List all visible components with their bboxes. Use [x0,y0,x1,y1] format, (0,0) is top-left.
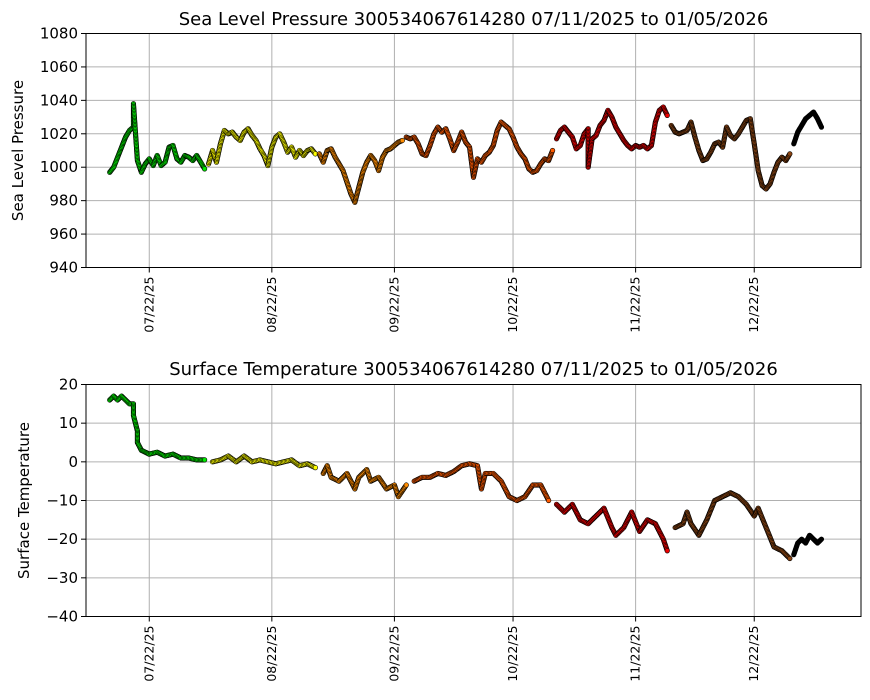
x-tick-label: 09/22/25 [386,277,401,333]
x-tick-label: 11/22/25 [628,277,643,333]
pressure-plot-frame [85,33,862,268]
y-tick-label: 0 [68,453,78,471]
temperature-xticks: 07/22/25 08/22/25 09/22/25 10/22/25 11/22/25… [141,616,761,682]
y-tick-label: 1040 [40,91,78,109]
x-tick-label: 11/22/25 [628,626,643,682]
y-tick-label: 10 [59,414,78,432]
data-point [787,151,793,157]
pressure-y-axis-label: Sea Level Pressure [9,80,27,221]
data-point [312,465,318,471]
y-tick-label: 1000 [40,158,78,176]
data-point [399,137,405,144]
y-tick-label: −10 [46,492,78,510]
x-tick-label: 08/22/25 [264,277,279,333]
data-point [818,536,825,542]
temperature-points [107,393,825,562]
x-tick-label: 10/22/25 [505,626,520,682]
y-tick-label: −30 [46,569,78,587]
y-tick-label: 960 [49,225,78,243]
pressure-points [107,101,825,205]
data-point [818,124,825,130]
data-point [664,548,670,554]
pressure-xticks: 07/22/25 08/22/25 09/22/25 10/22/25 11/22/25… [141,267,761,333]
data-point [546,497,552,504]
data-point [403,482,409,488]
x-tick-label: 10/22/25 [505,277,520,333]
y-tick-label: 1080 [40,25,78,43]
x-tick-label: 09/22/25 [386,626,401,682]
y-tick-label: 1020 [40,125,78,143]
temperature-chart-title: Surface Temperature 300534067614280 07/1… [169,359,778,380]
y-tick-label: 980 [49,192,78,210]
pressure-panel: 940 960 980 1000 1020 1040 1060 1080 07/22/25 08… [9,9,862,333]
temperature-y-axis-label: Surface Temperature [15,422,33,579]
data-point [664,112,670,118]
temperature-grid [86,384,861,617]
data-point [202,166,208,172]
x-tick-label: 07/22/25 [141,626,156,682]
y-tick-label: −20 [46,530,78,548]
pressure-yticks: 940 960 980 1000 1020 1040 1060 1080 [40,25,86,277]
data-point [202,457,208,463]
temperature-panel: −40 −30 −20 −10 0 10 20 07/22/25 08/22/25 09/22/… [15,359,862,682]
x-tick-label: 12/22/25 [746,277,761,333]
temperature-yticks: −40 −30 −20 −10 0 10 20 [46,376,86,626]
data-point [787,555,793,562]
x-tick-label: 07/22/25 [141,277,156,333]
y-tick-label: −40 [46,608,78,626]
y-tick-label: 1060 [40,58,78,76]
pressure-chart-title: Sea Level Pressure 300534067614280 07/11… [179,9,769,30]
y-tick-label: 20 [59,376,78,394]
x-tick-label: 08/22/25 [264,626,279,682]
data-point [549,147,556,154]
y-tick-label: 940 [49,259,78,277]
x-tick-label: 12/22/25 [746,626,761,682]
